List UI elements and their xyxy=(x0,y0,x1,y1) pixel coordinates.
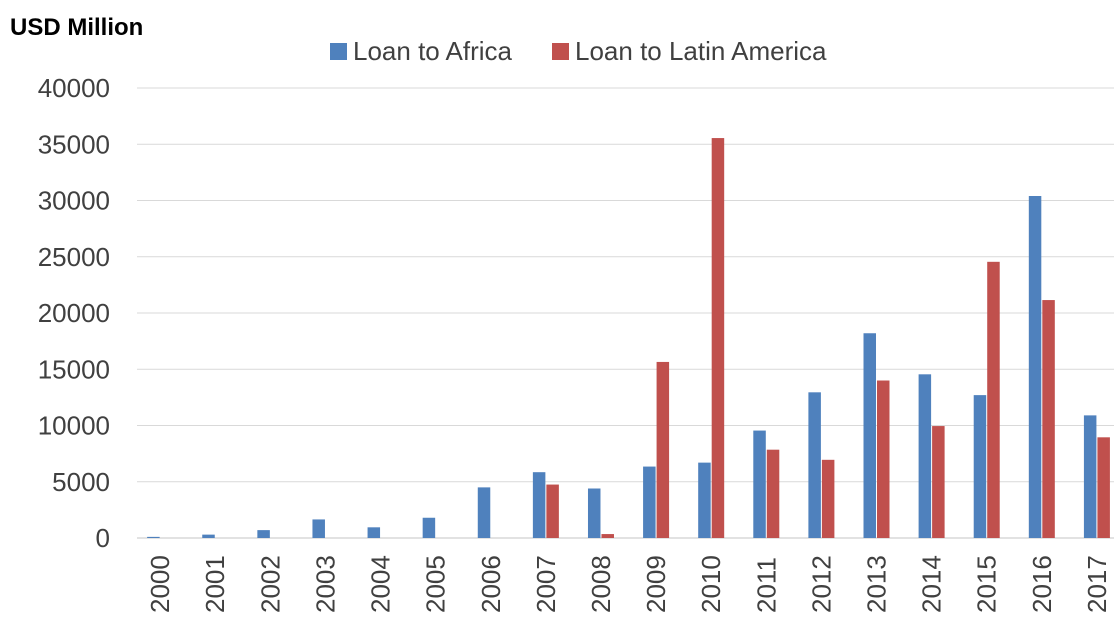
x-tick-label-2010: 2010 xyxy=(696,555,726,613)
legend-item-latin-america: Loan to Latin America xyxy=(552,36,827,67)
bar-africa-2014 xyxy=(918,374,932,538)
bar-latin-america-2009 xyxy=(656,361,670,538)
x-tick-label-2004: 2004 xyxy=(366,555,396,613)
x-tick-label-2000: 2000 xyxy=(145,555,175,613)
y-tick-label-10000: 10000 xyxy=(38,411,110,441)
legend-label-africa: Loan to Africa xyxy=(353,36,512,66)
bar-africa-2011 xyxy=(753,430,766,538)
bar-africa-2012 xyxy=(808,392,821,538)
x-tick-label-2013: 2013 xyxy=(862,555,892,613)
bar-africa-2004 xyxy=(367,527,381,538)
x-tick-label-2008: 2008 xyxy=(586,555,616,613)
y-tick-label-40000: 40000 xyxy=(38,73,110,103)
x-tick-label-2009: 2009 xyxy=(641,555,671,613)
x-tick-label-2011: 2011 xyxy=(751,557,781,613)
bar-africa-2008 xyxy=(587,488,601,538)
y-tick-label-5000: 5000 xyxy=(52,467,110,497)
bar-latin-america-2008 xyxy=(601,534,614,538)
bar-latin-america-2015 xyxy=(987,261,1000,538)
bar-africa-2007 xyxy=(532,472,546,538)
x-tick-label-2007: 2007 xyxy=(531,555,561,613)
legend-item-africa: Loan to Africa xyxy=(330,36,512,67)
x-tick-label-2012: 2012 xyxy=(806,555,836,613)
bar-latin-america-2014 xyxy=(932,426,945,538)
bar-africa-2003 xyxy=(312,519,325,538)
bar-latin-america-2012 xyxy=(821,459,835,538)
x-tick-label-2005: 2005 xyxy=(421,555,451,613)
x-tick-label-2001: 2001 xyxy=(200,555,230,613)
y-tick-label-25000: 25000 xyxy=(38,242,110,272)
y-tick-label-15000: 15000 xyxy=(38,354,110,384)
bar-latin-america-2016 xyxy=(1042,300,1055,538)
x-tick-label-2006: 2006 xyxy=(476,555,506,613)
bar-latin-america-2007 xyxy=(546,484,559,538)
legend: Loan to Africa Loan to Latin America xyxy=(330,36,867,67)
y-axis-unit-label: USD Million xyxy=(10,14,144,41)
bar-latin-america-2017 xyxy=(1097,437,1110,538)
legend-swatch-africa xyxy=(330,43,347,60)
x-tick-label-2016: 2016 xyxy=(1027,555,1057,613)
bar-latin-america-2010 xyxy=(711,138,725,538)
legend-swatch-latin-america xyxy=(552,43,569,60)
bar-africa-2009 xyxy=(643,466,656,538)
bar-africa-2013 xyxy=(863,333,877,538)
y-tick-label-30000: 30000 xyxy=(38,186,110,216)
bar-latin-america-2011 xyxy=(766,449,780,538)
y-tick-label-0: 0 xyxy=(96,523,110,553)
x-tick-label-2003: 2003 xyxy=(310,555,340,613)
bar-latin-america-2013 xyxy=(877,380,890,538)
bar-africa-2006 xyxy=(477,487,491,538)
x-tick-label-2002: 2002 xyxy=(255,555,285,613)
x-tick-label-2017: 2017 xyxy=(1082,555,1112,613)
bar-africa-2010 xyxy=(698,462,711,538)
bar-africa-2005 xyxy=(422,517,436,538)
bar-africa-2001 xyxy=(202,534,215,538)
bar-africa-2016 xyxy=(1028,196,1042,538)
x-tick-label-2014: 2014 xyxy=(917,555,947,613)
bar-africa-2017 xyxy=(1083,415,1097,538)
bar-africa-2000 xyxy=(147,536,160,538)
y-tick-label-35000: 35000 xyxy=(38,129,110,159)
y-tick-label-20000: 20000 xyxy=(38,298,110,328)
x-tick-label-2015: 2015 xyxy=(972,555,1002,613)
bar-africa-2015 xyxy=(973,395,987,538)
bar-africa-2002 xyxy=(257,530,270,538)
legend-label-latin-america: Loan to Latin America xyxy=(575,36,827,66)
